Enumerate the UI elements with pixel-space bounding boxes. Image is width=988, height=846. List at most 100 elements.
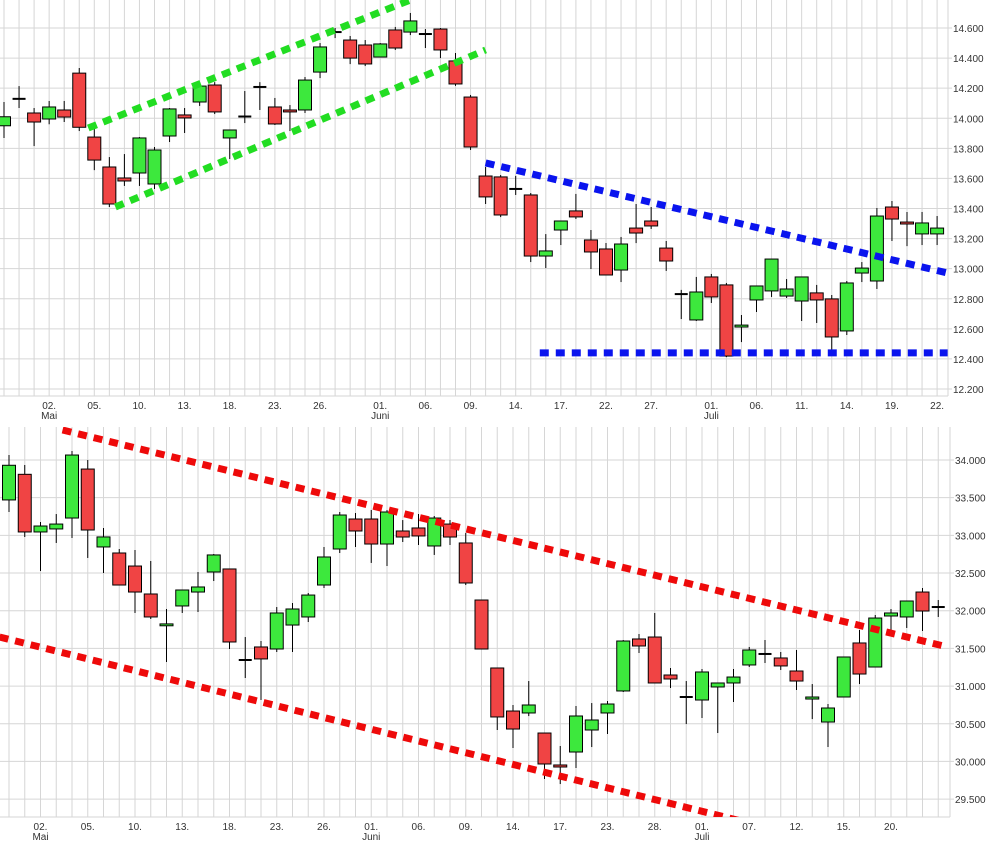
candle-body-up	[147, 149, 162, 185]
x-tick-label: 26.	[317, 822, 331, 833]
x-tick-label: 18.	[223, 822, 237, 833]
candle-body-down	[254, 646, 268, 660]
candle-body-down	[884, 206, 899, 220]
candle	[72, 68, 87, 132]
y-tick-label: 12.400	[953, 355, 984, 366]
candle-body-up	[930, 227, 945, 235]
candle	[599, 242, 613, 276]
candle-body-up	[403, 20, 418, 33]
candle	[836, 656, 851, 698]
candle	[824, 294, 839, 353]
candle-body-down	[632, 638, 646, 647]
candle-body-up	[614, 243, 629, 271]
x-tick-label: 28.	[648, 822, 662, 833]
x-tick-label: 17.	[554, 401, 568, 412]
candle-body-up	[33, 525, 48, 533]
candle	[238, 91, 252, 124]
candle	[348, 512, 363, 547]
y-tick-label: 14.600	[953, 24, 984, 35]
candle	[805, 684, 820, 720]
candle-body-up	[301, 594, 316, 618]
candle-body-down	[57, 109, 72, 118]
x-month-label: Juni	[362, 832, 380, 843]
candle	[222, 129, 237, 160]
x-tick-label: 06.	[418, 401, 432, 412]
candles	[2, 451, 945, 785]
candle	[821, 704, 835, 747]
candle	[523, 193, 538, 263]
candle	[12, 86, 26, 109]
candle	[679, 681, 693, 725]
candle	[809, 284, 824, 323]
candle-body-up	[710, 682, 725, 688]
candle-body-up	[734, 324, 749, 328]
x-tick-label: 13.	[175, 822, 189, 833]
candle	[794, 276, 809, 322]
candle-body-down	[852, 642, 867, 675]
x-tick-label: 01.	[373, 401, 387, 412]
x-tick-label: 01.	[364, 822, 378, 833]
bottom-panel: 29.500 30.000 30.500 31.000 31.500 32.000 32.5…	[0, 427, 986, 843]
x-tick-label: 05.	[81, 822, 95, 833]
candle-body-down	[568, 210, 583, 218]
candle	[644, 207, 659, 229]
y-tick-label: 32.500	[955, 569, 986, 580]
candle	[411, 514, 426, 546]
x-month-label: Juni	[371, 411, 389, 422]
candle	[282, 105, 297, 132]
candle	[463, 94, 478, 150]
candle	[132, 137, 147, 186]
candle	[506, 704, 520, 749]
candle	[710, 682, 725, 734]
y-tick-label: 33.000	[955, 531, 986, 542]
candle-body-down	[395, 530, 410, 538]
candle	[395, 520, 410, 542]
candle-body-down	[128, 565, 142, 593]
candle	[915, 211, 930, 246]
x-tick-label: 06.	[412, 822, 426, 833]
candle	[298, 77, 312, 113]
candle-body-down	[72, 72, 87, 128]
candle-body-up	[764, 258, 779, 292]
candle-body-down	[663, 674, 678, 680]
candle	[388, 26, 403, 50]
y-tick-label: 31.500	[955, 644, 986, 655]
y-tick-label: 34.000	[955, 456, 986, 467]
candle	[65, 451, 79, 538]
candle	[758, 640, 772, 664]
candle-body-up	[175, 589, 190, 607]
x-month-label: Mai	[41, 411, 57, 422]
candle	[57, 100, 72, 123]
candle	[458, 533, 473, 586]
candle-body-up	[779, 288, 794, 297]
y-tick-label: 29.500	[955, 795, 986, 806]
candle-body-up	[332, 514, 347, 550]
candle	[915, 588, 930, 631]
candle-body-up	[836, 656, 851, 698]
candle-body-down	[506, 710, 520, 730]
candle-body-down	[583, 239, 598, 253]
candle	[117, 154, 132, 186]
candle	[0, 102, 11, 138]
candle	[509, 175, 523, 195]
candle	[143, 560, 158, 620]
candle	[2, 455, 16, 512]
x-tick-label: 23.	[601, 822, 615, 833]
candle-body-up	[695, 671, 709, 701]
candle	[674, 289, 688, 320]
x-tick-label: 22.	[599, 401, 613, 412]
trend-lines	[86, 0, 948, 357]
candle	[854, 262, 869, 283]
candle-body-down	[659, 247, 674, 262]
candle-body-up	[42, 106, 57, 120]
candle	[689, 276, 704, 322]
candle	[87, 127, 102, 171]
x-tick-label: 09.	[459, 822, 473, 833]
candle-body-up	[726, 676, 741, 684]
candle	[238, 637, 252, 679]
candle-body-down	[915, 591, 930, 612]
candle	[583, 230, 598, 269]
candle-body-down	[900, 221, 914, 225]
candle-body-down	[537, 732, 552, 765]
y-tick-label: 30.000	[955, 757, 986, 768]
